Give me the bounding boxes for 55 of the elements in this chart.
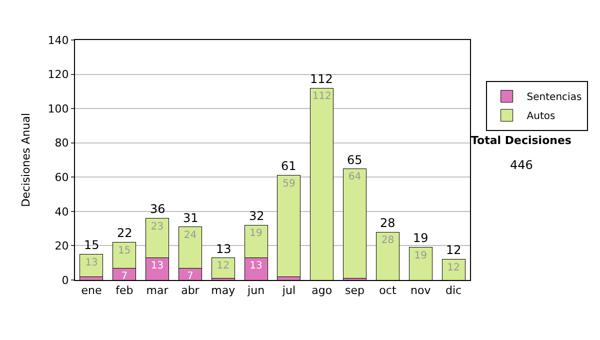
data-label: 59 (282, 178, 296, 190)
data-label: 28 (381, 235, 394, 246)
data-label: 13 (150, 260, 164, 272)
x-tick-label: mar (146, 284, 169, 298)
text: 446 (510, 158, 533, 172)
y-tick-label: 120 (48, 68, 69, 82)
total-label: 13 (216, 242, 232, 256)
total-label: 31 (183, 211, 198, 225)
y-axis-title: Decisiones Anual (19, 112, 32, 208)
data-label: 12 (216, 260, 230, 272)
data-label: 23 (150, 221, 164, 232)
data-label: 7 (121, 271, 128, 282)
data-label: 12 (447, 262, 460, 274)
bar (80, 254, 104, 277)
y-tick-label: 80 (54, 136, 69, 150)
x-tick-label: sep (345, 284, 365, 298)
total-label: 36 (150, 202, 166, 216)
data-label: 19 (250, 228, 262, 240)
total-label: 28 (380, 216, 396, 230)
x-tick-label: may (211, 284, 236, 298)
total-label: 32 (249, 209, 264, 223)
y-tick-label: 100 (48, 102, 69, 116)
data-label: 13 (250, 260, 262, 272)
data-label: 13 (85, 257, 98, 268)
x-tick-label: ene (81, 284, 102, 298)
x-tick-label: abr (181, 284, 200, 298)
x-tick-label: ago (312, 284, 332, 298)
legend-label: Sentencias (526, 92, 582, 104)
legend-label: Autos (526, 111, 556, 122)
x-tick-label: jun (246, 284, 265, 298)
y-tick-label: 140 (48, 34, 69, 47)
x-tick-label: jul (281, 284, 296, 298)
y-tick-label: 40 (54, 205, 69, 218)
x-tick-label: oct (379, 284, 397, 298)
data-label: 19 (414, 250, 427, 262)
y-tick-label: 20 (54, 240, 69, 253)
total-label: 112 (310, 72, 333, 86)
data-label: 64 (348, 172, 362, 183)
y-tick-label: 60 (54, 170, 69, 184)
data-label: 112 (312, 91, 332, 102)
data-label: 15 (118, 245, 131, 256)
data-label: 7 (187, 271, 194, 282)
total-label: 22 (117, 226, 132, 240)
total-label: 65 (347, 153, 362, 167)
text: Total Decisiones (471, 134, 572, 147)
x-tick-label: dic (445, 284, 462, 298)
total-label: 12 (446, 243, 462, 257)
total-label: 19 (413, 231, 428, 245)
bar (277, 175, 301, 277)
total-label: 61 (281, 159, 296, 173)
x-tick-label: feb (116, 284, 134, 298)
x-tick-label: nov (410, 284, 432, 298)
data-label: 24 (184, 230, 197, 241)
y-tick-label: 0 (62, 274, 69, 287)
total-label: 15 (84, 238, 100, 252)
